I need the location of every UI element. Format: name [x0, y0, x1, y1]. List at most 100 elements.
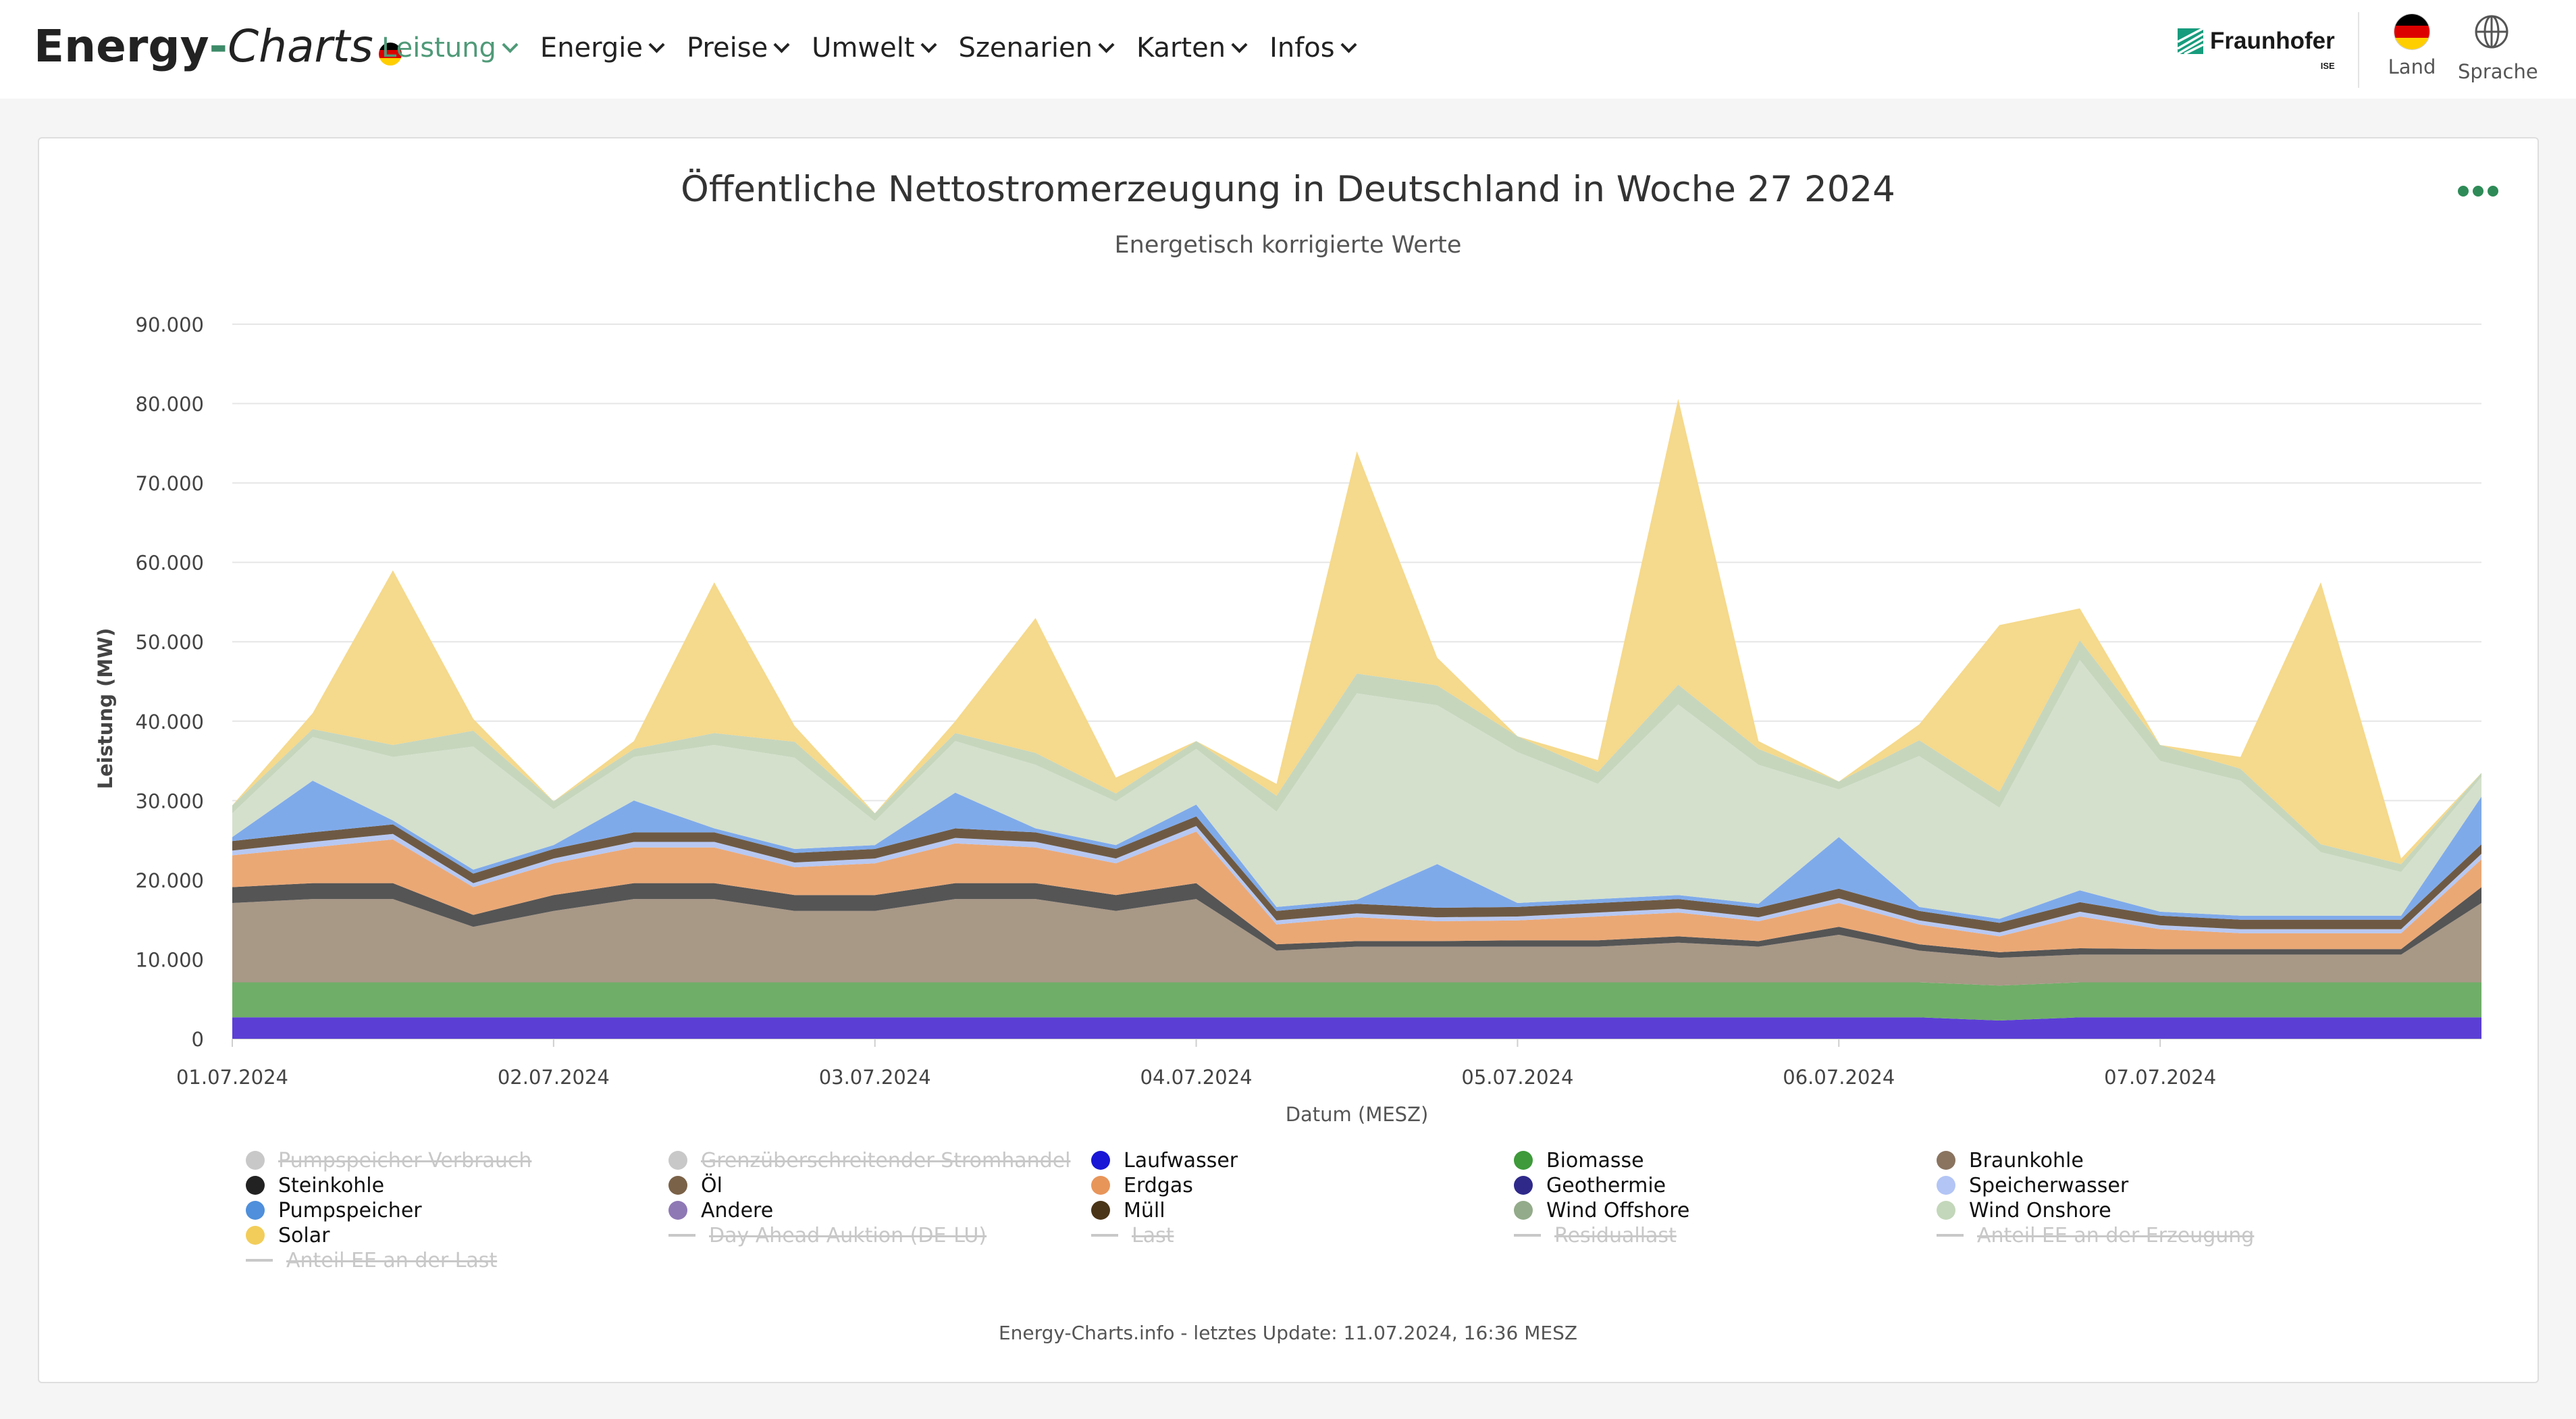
legend-item[interactable]: Braunkohle: [1937, 1148, 2084, 1172]
nav-infos[interactable]: Infos: [1269, 26, 1367, 70]
area-steinkohle: [232, 883, 2481, 958]
brand-logo[interactable]: Energy - Charts: [34, 20, 402, 81]
nav-label: Preise: [687, 32, 768, 63]
legend-item[interactable]: Müll: [1091, 1198, 1165, 1222]
legend-item[interactable]: Anteil EE an der Erzeugung: [1937, 1223, 2254, 1247]
nav-label: Energie: [540, 32, 643, 63]
legend-label: Last: [1132, 1223, 1174, 1247]
top-navigation-bar: Energy - Charts Leistung Energie Preise Um…: [0, 0, 2576, 99]
legend-label: Steinkohle: [278, 1173, 385, 1197]
area-wind-offshore: [232, 640, 2481, 873]
legend-item[interactable]: Laufwasser: [1091, 1148, 1238, 1172]
y-tick-label: 30.000: [136, 790, 204, 812]
legend-dot-swatch: [1091, 1151, 1110, 1170]
legend-item[interactable]: Wind Offshore: [1514, 1198, 1689, 1222]
nav-leistung[interactable]: Leistung: [382, 26, 528, 70]
nav-label: Leistung: [382, 32, 496, 63]
x-tick-label: 07.07.2024: [2104, 1066, 2216, 1089]
legend-item[interactable]: Öl: [668, 1173, 722, 1197]
legend-label: Anteil EE an der Last: [286, 1248, 498, 1272]
partner-sub: ISE: [2320, 61, 2335, 71]
legend-item[interactable]: Last: [1091, 1223, 1174, 1247]
legend-line-swatch: [1937, 1234, 1964, 1237]
legend-dot-swatch: [1514, 1201, 1533, 1220]
legend-item[interactable]: Steinkohle: [246, 1173, 384, 1197]
area-solar: [232, 398, 2481, 865]
legend-item[interactable]: Erdgas: [1091, 1173, 1193, 1197]
y-tick-label: 40.000: [136, 711, 204, 733]
legend-label: Residuallast: [1554, 1223, 1677, 1247]
land-label: Land: [2388, 55, 2436, 78]
legend-dot-swatch: [668, 1201, 687, 1220]
legend-item[interactable]: Wind Onshore: [1937, 1198, 2111, 1222]
nav-label: Karten: [1136, 32, 1226, 63]
nav-label: Infos: [1269, 32, 1335, 63]
chart-title: Öffentliche Nettostromerzeugung in Deuts…: [681, 169, 1895, 210]
legend-label: Day Ahead Auktion (DE-LU): [709, 1223, 987, 1247]
x-tick-label: 03.07.2024: [819, 1066, 931, 1089]
legend-label: Öl: [701, 1173, 722, 1197]
header-divider: [2358, 12, 2359, 88]
legend-dot-swatch: [668, 1176, 687, 1195]
legend-dot-swatch: [246, 1151, 265, 1170]
legend-item[interactable]: Grenzüberschreitender Stromhandel: [668, 1148, 1071, 1172]
dot-icon: [2488, 186, 2498, 197]
sprache-button[interactable]: Sprache: [2458, 14, 2538, 83]
legend-line-swatch: [1514, 1234, 1541, 1237]
legend-dot-swatch: [1937, 1151, 1955, 1170]
y-tick-label: 70.000: [136, 472, 204, 495]
germany-flag-icon: [378, 43, 402, 66]
legend-label: Andere: [701, 1198, 774, 1222]
legend-label: Anteil EE an der Erzeugung: [1977, 1223, 2255, 1247]
legend-dot-swatch: [1091, 1201, 1110, 1220]
area-speicherwasser: [232, 826, 2481, 937]
legend-dot-swatch: [1937, 1176, 1955, 1195]
legend-item[interactable]: Geothermie: [1514, 1173, 1666, 1197]
legend-label: Grenzüberschreitender Stromhandel: [701, 1148, 1071, 1172]
legend-label: Geothermie: [1546, 1173, 1666, 1197]
legend-label: Erdgas: [1124, 1173, 1193, 1197]
x-axis-title: Datum (MESZ): [1286, 1103, 1429, 1126]
legend-label: Wind Offshore: [1546, 1198, 1690, 1222]
x-tick-label: 01.07.2024: [176, 1066, 288, 1089]
footer-update-note: Energy-Charts.info - letztes Update: 11.…: [998, 1322, 1578, 1344]
legend-item[interactable]: Andere: [668, 1198, 773, 1222]
y-axis-title: Leistung (MW): [94, 628, 117, 790]
legend-item[interactable]: Anteil EE an der Last: [246, 1248, 497, 1272]
legend-dot-swatch: [1091, 1176, 1110, 1195]
germany-flag-icon: [2394, 14, 2430, 50]
land-button[interactable]: Land: [2378, 14, 2446, 78]
legend-item[interactable]: Residuallast: [1514, 1223, 1677, 1247]
legend-label: Wind Onshore: [1969, 1198, 2111, 1222]
legend-dot-swatch: [1514, 1151, 1533, 1170]
chart-menu-button[interactable]: [2458, 186, 2498, 197]
legend-item[interactable]: Pumpspeicher Verbrauch: [246, 1148, 531, 1172]
legend-dot-swatch: [1514, 1176, 1533, 1195]
fraunhofer-logo[interactable]: Fraunhofer ISE: [2178, 28, 2335, 71]
nav-szenarien[interactable]: Szenarien: [959, 26, 1124, 70]
x-tick-label: 06.07.2024: [1783, 1066, 1895, 1089]
legend-item[interactable]: Day Ahead Auktion (DE-LU): [668, 1223, 987, 1247]
legend-item[interactable]: Speicherwasser: [1937, 1173, 2128, 1197]
chart-legend: Pumpspeicher Verbrauch Grenzüberschreiten…: [246, 1148, 2339, 1283]
legend-item[interactable]: Biomasse: [1514, 1148, 1644, 1172]
nav-energie[interactable]: Energie: [540, 26, 675, 70]
nav-karten[interactable]: Karten: [1136, 26, 1257, 70]
y-tick-label: 10.000: [136, 948, 204, 971]
legend-item[interactable]: Solar: [246, 1223, 330, 1247]
legend-dot-swatch: [668, 1151, 687, 1170]
legend-label: Laufwasser: [1124, 1148, 1238, 1172]
main-nav: Leistung Energie Preise Umwelt Szenarien…: [382, 26, 1379, 70]
legend-dot-swatch: [1937, 1201, 1955, 1220]
nav-umwelt[interactable]: Umwelt: [812, 26, 946, 70]
nav-preise[interactable]: Preise: [687, 26, 799, 70]
y-tick-label: 0: [192, 1028, 204, 1051]
fraunhofer-mark-icon: [2178, 28, 2203, 54]
x-tick-label: 02.07.2024: [498, 1066, 610, 1089]
legend-label: Pumpspeicher Verbrauch: [278, 1148, 532, 1172]
brand-dash: -: [209, 20, 228, 72]
legend-item[interactable]: Pumpspeicher: [246, 1198, 422, 1222]
y-tick-label: 60.000: [136, 552, 204, 575]
legend-dot-swatch: [246, 1226, 265, 1245]
